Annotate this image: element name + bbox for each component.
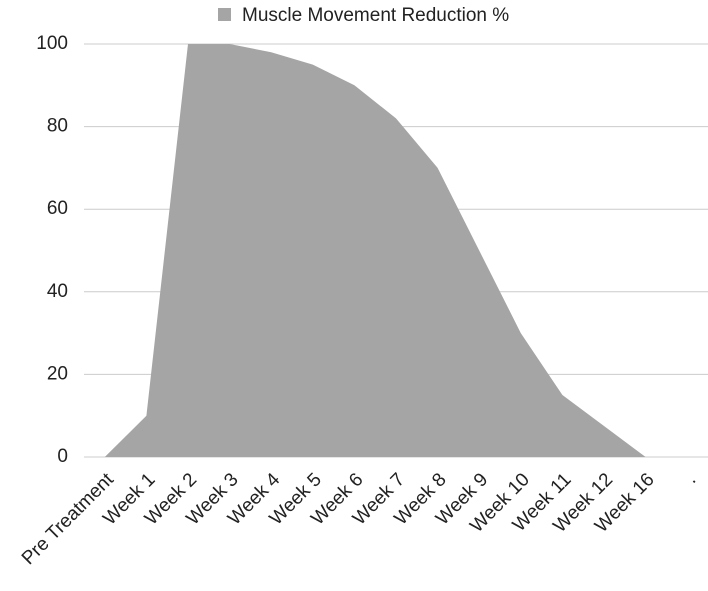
area bbox=[104, 44, 688, 457]
y-tick-label: 20 bbox=[47, 363, 68, 384]
legend-swatch bbox=[218, 8, 231, 21]
y-tick-label: 80 bbox=[47, 116, 68, 137]
y-tick-label: 0 bbox=[57, 446, 68, 467]
y-tick-label: 60 bbox=[47, 198, 68, 219]
legend-label: Muscle Movement Reduction % bbox=[242, 5, 509, 26]
x-tick-label: . bbox=[682, 469, 701, 488]
y-tick-label: 40 bbox=[47, 281, 68, 302]
y-tick-label: 100 bbox=[36, 33, 68, 54]
